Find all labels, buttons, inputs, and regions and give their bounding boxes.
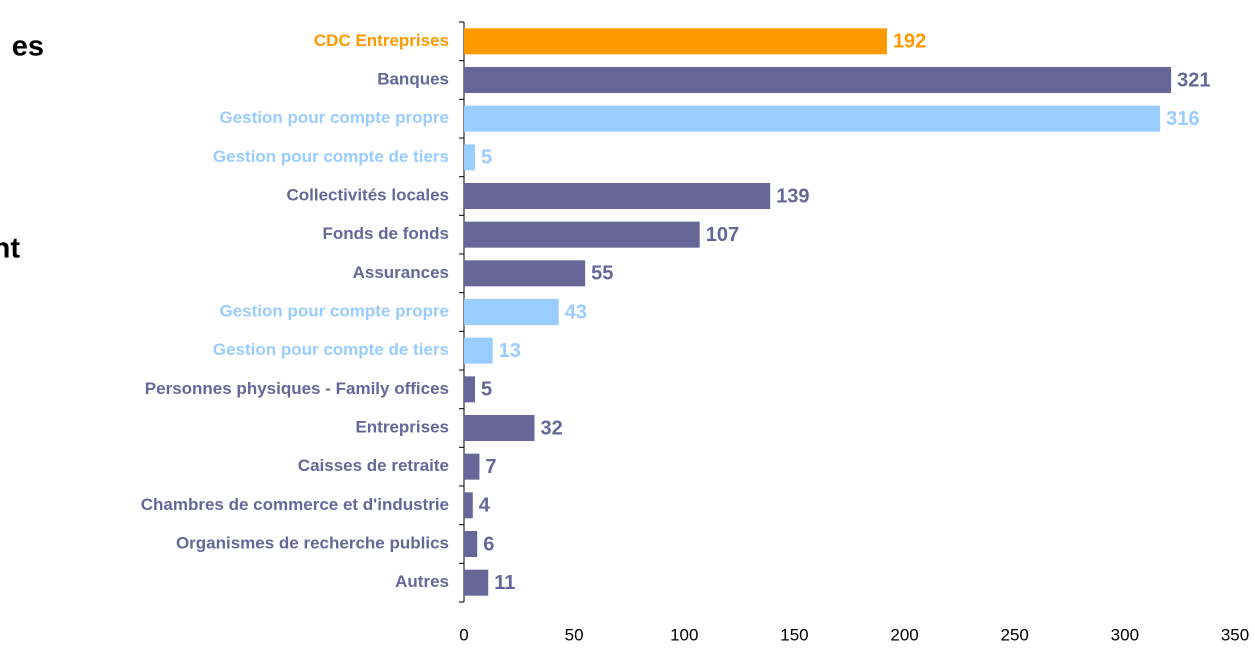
category-label: Chambres de commerce et d'industrie bbox=[141, 495, 449, 514]
category-label: Gestion pour compte de tiers bbox=[213, 147, 449, 166]
x-tick-label: 350 bbox=[1221, 625, 1249, 644]
data-label: 13 bbox=[499, 340, 521, 362]
x-tick-label: 150 bbox=[780, 625, 808, 644]
data-label: 43 bbox=[565, 301, 587, 323]
bar bbox=[464, 28, 887, 55]
category-label: Personnes physiques - Family offices bbox=[145, 379, 449, 398]
category-label: Entreprises bbox=[355, 417, 449, 436]
bar bbox=[464, 569, 489, 596]
data-label: 107 bbox=[706, 224, 739, 246]
category-label: Caisses de retraite bbox=[298, 456, 449, 475]
bar bbox=[464, 67, 1172, 93]
data-label: 55 bbox=[591, 263, 613, 285]
bar bbox=[464, 531, 478, 557]
category-label: Fonds de fonds bbox=[322, 224, 449, 243]
category-label: Gestion pour compte de tiers bbox=[213, 340, 449, 359]
bar bbox=[464, 415, 535, 441]
bar bbox=[464, 453, 480, 480]
category-label: CDC Entreprises bbox=[314, 31, 449, 50]
data-label: 5 bbox=[481, 379, 492, 401]
x-tick-label: 200 bbox=[890, 625, 918, 644]
data-label: 6 bbox=[483, 533, 494, 555]
bar bbox=[464, 144, 476, 171]
category-label: Organismes de recherche publics bbox=[176, 533, 449, 552]
category-label: Gestion pour compte propre bbox=[219, 301, 449, 320]
annotation: nt bbox=[0, 233, 20, 265]
bar bbox=[464, 376, 476, 403]
x-tick-label: 250 bbox=[1001, 625, 1029, 644]
x-tick-label: 50 bbox=[565, 625, 584, 644]
bar bbox=[464, 492, 473, 519]
category-label: Collectivités locales bbox=[286, 185, 449, 204]
category-label: Banques bbox=[377, 69, 449, 88]
data-label: 32 bbox=[540, 417, 562, 439]
bar bbox=[464, 260, 586, 287]
data-label: 139 bbox=[776, 185, 809, 207]
data-label: 321 bbox=[1177, 69, 1210, 91]
bar bbox=[464, 337, 493, 364]
data-label: 316 bbox=[1166, 108, 1199, 130]
x-tick-label: 0 bbox=[459, 625, 468, 644]
category-label: Assurances bbox=[353, 263, 449, 282]
bar bbox=[464, 183, 771, 209]
category-label: Autres bbox=[395, 572, 449, 591]
x-tick-label: 300 bbox=[1111, 625, 1139, 644]
category-label: Gestion pour compte propre bbox=[219, 108, 449, 127]
bar bbox=[464, 105, 1161, 132]
data-label: 192 bbox=[893, 31, 926, 53]
bar bbox=[464, 299, 559, 325]
bar bbox=[464, 221, 700, 248]
annotation: es bbox=[12, 31, 44, 63]
data-label: 5 bbox=[481, 147, 492, 169]
data-label: 11 bbox=[494, 572, 515, 594]
data-label: 4 bbox=[479, 495, 491, 517]
x-tick-label: 100 bbox=[670, 625, 698, 644]
data-label: 7 bbox=[485, 456, 496, 478]
